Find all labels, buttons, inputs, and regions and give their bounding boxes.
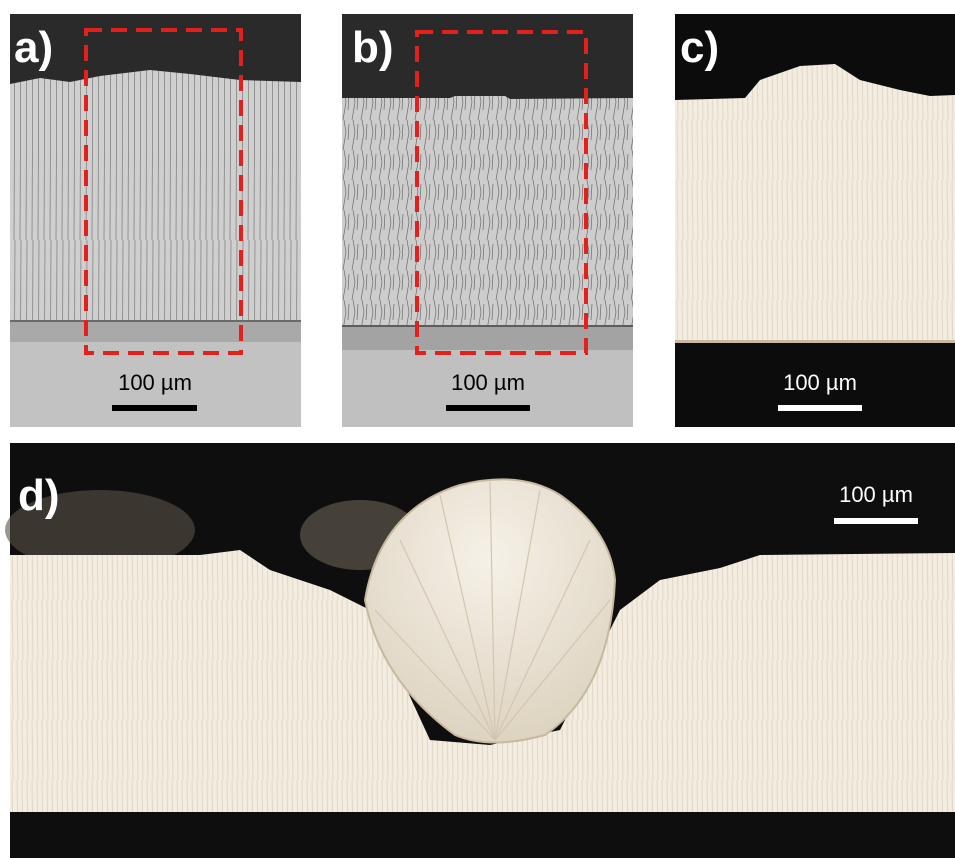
panel-label: a) xyxy=(14,23,53,72)
panel-c: c) 100 µm xyxy=(675,14,955,427)
scale-bar-label: 100 µm xyxy=(783,370,857,395)
panel-label: d) xyxy=(18,471,60,520)
scale-bar-label: 100 µm xyxy=(118,370,192,395)
panel-d: d) 100 µm xyxy=(5,443,955,858)
scale-bar xyxy=(446,405,530,411)
panel-label: c) xyxy=(680,23,719,72)
scale-bar xyxy=(112,405,197,411)
panel-a: a) 100 µm xyxy=(10,14,301,427)
scale-bar-label: 100 µm xyxy=(451,370,525,395)
panel-b: b) 100 µm xyxy=(342,14,633,427)
scale-bar xyxy=(834,518,918,524)
figure: a) 100 µm b) 100 µm c) 100 µm d) 100 µm xyxy=(0,0,955,858)
scale-bar-label: 100 µm xyxy=(839,482,913,507)
scale-bar xyxy=(778,405,862,411)
panel-label: b) xyxy=(352,23,394,72)
